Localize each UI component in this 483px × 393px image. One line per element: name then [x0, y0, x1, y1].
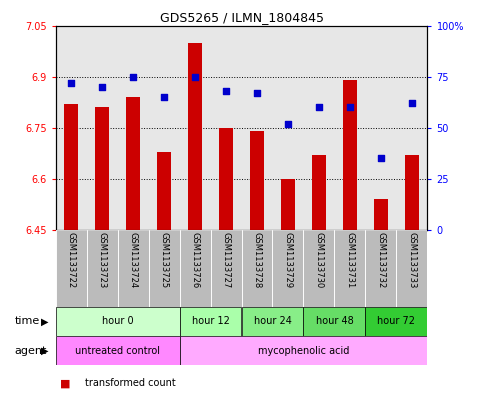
Text: mycophenolic acid: mycophenolic acid	[258, 346, 349, 356]
Point	[222, 88, 230, 94]
Bar	[117, 26, 149, 230]
Bar	[334, 26, 366, 230]
Bar	[126, 97, 140, 230]
Bar	[242, 26, 272, 230]
Point	[160, 94, 168, 100]
Text: GSM1133725: GSM1133725	[159, 232, 169, 288]
Bar	[157, 152, 171, 230]
Bar	[180, 336, 427, 365]
Text: GSM1133723: GSM1133723	[98, 232, 107, 288]
Point	[315, 104, 323, 110]
Text: ▶: ▶	[41, 346, 49, 356]
Bar	[211, 230, 242, 307]
Bar	[366, 307, 427, 336]
Bar	[180, 26, 211, 230]
Bar	[343, 80, 357, 230]
Text: GSM1133730: GSM1133730	[314, 232, 324, 288]
Bar	[312, 155, 326, 230]
Bar	[366, 230, 397, 307]
Point	[253, 90, 261, 96]
Bar	[56, 336, 180, 365]
Text: GSM1133724: GSM1133724	[128, 232, 138, 288]
Bar	[86, 26, 117, 230]
Bar	[303, 230, 334, 307]
Text: GSM1133733: GSM1133733	[408, 232, 416, 288]
Text: ■: ■	[60, 378, 71, 388]
Text: transformed count: transformed count	[85, 378, 175, 388]
Point	[191, 73, 199, 80]
Text: hour 0: hour 0	[102, 316, 133, 326]
Bar	[272, 230, 303, 307]
Bar	[219, 128, 233, 230]
Bar	[149, 230, 180, 307]
Text: ▶: ▶	[41, 316, 49, 326]
Text: hour 12: hour 12	[192, 316, 229, 326]
Bar	[117, 230, 149, 307]
Point	[346, 104, 354, 110]
Bar	[64, 104, 78, 230]
Bar	[86, 230, 117, 307]
Bar	[242, 307, 303, 336]
Point	[408, 100, 416, 107]
Bar	[334, 230, 366, 307]
Bar	[56, 26, 86, 230]
Bar	[366, 26, 397, 230]
Point	[67, 80, 75, 86]
Point	[129, 73, 137, 80]
Text: untreated control: untreated control	[75, 346, 160, 356]
Title: GDS5265 / ILMN_1804845: GDS5265 / ILMN_1804845	[159, 11, 324, 24]
Point	[377, 155, 385, 162]
Text: hour 48: hour 48	[315, 316, 354, 326]
Bar	[188, 42, 202, 230]
Text: agent: agent	[14, 346, 47, 356]
Bar	[374, 199, 388, 230]
Text: time: time	[14, 316, 40, 326]
Text: GSM1133729: GSM1133729	[284, 232, 293, 288]
Text: GSM1133727: GSM1133727	[222, 232, 230, 288]
Bar	[180, 307, 242, 336]
Point	[98, 84, 106, 90]
Text: hour 24: hour 24	[254, 316, 291, 326]
Text: GSM1133731: GSM1133731	[345, 232, 355, 288]
Bar	[397, 230, 427, 307]
Bar	[56, 307, 180, 336]
Point	[284, 121, 292, 127]
Bar	[180, 230, 211, 307]
Text: GSM1133726: GSM1133726	[190, 232, 199, 288]
Bar	[95, 107, 109, 230]
Text: hour 72: hour 72	[377, 316, 415, 326]
Bar	[405, 155, 419, 230]
Bar	[149, 26, 180, 230]
Bar	[281, 179, 295, 230]
Text: GSM1133728: GSM1133728	[253, 232, 261, 288]
Bar	[272, 26, 303, 230]
Bar	[303, 26, 334, 230]
Bar	[242, 230, 272, 307]
Bar	[211, 26, 242, 230]
Bar	[250, 131, 264, 230]
Bar	[56, 230, 86, 307]
Bar	[303, 307, 366, 336]
Bar	[397, 26, 427, 230]
Text: GSM1133722: GSM1133722	[67, 232, 75, 288]
Text: GSM1133732: GSM1133732	[376, 232, 385, 288]
